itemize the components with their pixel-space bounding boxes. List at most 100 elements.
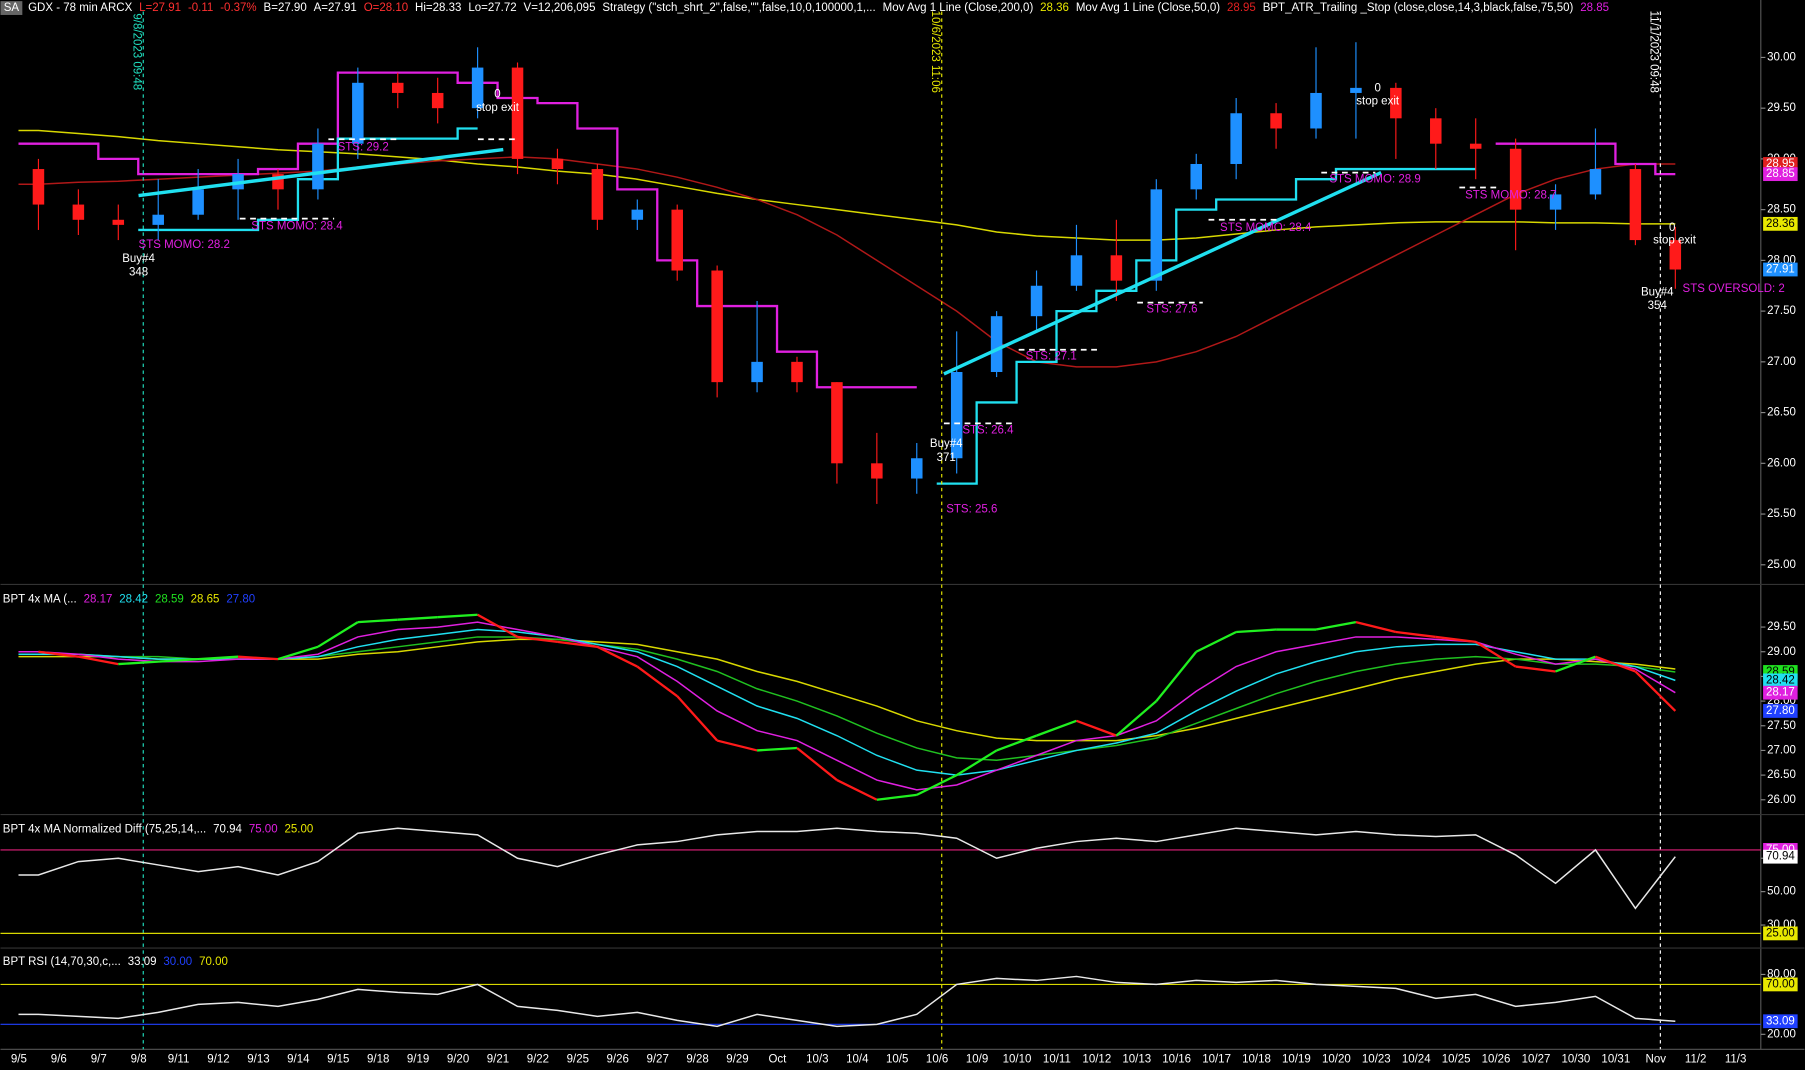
price-flag-label: 27.80 [1766, 705, 1795, 717]
x-tick-label: Nov [1646, 1054, 1667, 1066]
ma-segment [1236, 628, 1277, 634]
x-tick-label: 10/18 [1242, 1054, 1271, 1066]
annotation: Buy#4 [1641, 286, 1674, 298]
y-tick-label: 26.00 [1767, 794, 1796, 806]
annotation: 0 [1669, 222, 1675, 234]
price-flag-label: 27.91 [1766, 264, 1795, 276]
candle-body [312, 143, 324, 190]
ma-segment [716, 739, 758, 752]
header-text: 28.95 [1227, 2, 1256, 14]
header-text: A=27.91 [314, 2, 357, 14]
series-line [18, 975, 1676, 1028]
price-flag [1763, 926, 1798, 941]
y-tick-label: 28.50 [1767, 204, 1796, 216]
series-line [18, 827, 1676, 910]
ma-segment [397, 616, 438, 621]
ma-segment [1395, 630, 1436, 639]
candle-body [32, 169, 45, 205]
header-text: B=27.90 [264, 2, 307, 14]
x-tick-label: 10/12 [1082, 1054, 1111, 1066]
price-flag-label: 28.36 [1766, 218, 1795, 230]
price-flag [1763, 685, 1798, 700]
candle-body [1310, 92, 1322, 129]
header-text: Strategy ("stch_shrt_2",false,"",false,1… [602, 2, 875, 14]
header-text: BPT RSI (14,70,30,c,... [3, 956, 121, 968]
price-flag [1763, 216, 1798, 231]
ma-segment [78, 655, 119, 666]
candle-body [1390, 87, 1402, 119]
header-text: BPT_ATR_Trailing _Stop (close,close,14,3… [1263, 2, 1574, 14]
series-line [18, 129, 1676, 241]
candle-body [751, 361, 763, 383]
marker-label: 10/6/2023 11:06 [929, 11, 941, 93]
price-flag [1763, 849, 1798, 864]
annotation: STS: 29.2 [338, 141, 389, 153]
annotation: STS MOMO: 28.9 [1329, 174, 1420, 186]
ma-segment [1036, 719, 1077, 737]
annotation: stop exit [1653, 234, 1697, 246]
header-text: 28.85 [1580, 2, 1609, 14]
x-tick-label: 10/20 [1322, 1054, 1351, 1066]
header-text: 75.00 [249, 824, 278, 836]
ma-segment [876, 793, 917, 801]
candle-body [1549, 194, 1562, 210]
x-tick-label: 9/25 [567, 1054, 589, 1066]
x-tick-label: 10/3 [806, 1054, 828, 1066]
ma-segment [357, 618, 398, 624]
header-text: 28.36 [1040, 2, 1069, 14]
price-flag [1763, 1014, 1798, 1029]
ma-segment [1555, 655, 1596, 673]
x-tick-label: 10/11 [1043, 1054, 1071, 1066]
y-tick-label: 30.00 [1767, 51, 1796, 63]
annotation: 0 [1374, 83, 1380, 95]
header-text: 30.00 [163, 956, 192, 968]
x-tick-label: 11/2 [1685, 1054, 1707, 1066]
x-tick-label: 10/5 [886, 1054, 908, 1066]
header-text: L=27.91 [139, 2, 181, 14]
x-tick-label: 10/25 [1442, 1054, 1471, 1066]
x-tick-label: 10/9 [966, 1054, 988, 1066]
header-text: GDX - 78 min ARCX [28, 2, 132, 14]
annotation: 0 [494, 88, 500, 100]
annotation: STS: 26.4 [962, 424, 1014, 436]
annotation: 348 [129, 267, 148, 279]
candle-body [1150, 189, 1163, 281]
ma-segment [1515, 665, 1556, 673]
price-flag-label: 28.85 [1766, 168, 1795, 180]
annotation: Buy#4 [930, 438, 963, 450]
header-text: Lo=27.72 [468, 2, 516, 14]
price-flag-label: 28.17 [1766, 687, 1795, 699]
x-tick-label: 9/18 [367, 1054, 389, 1066]
candle-body [950, 371, 963, 459]
marker-label: 11/1/2023 09:48 [1647, 11, 1659, 93]
header-text: BPT 4x MA (... [3, 593, 77, 605]
candle-body [1350, 87, 1362, 93]
header-text: -0.37% [220, 2, 256, 14]
ma-segment [916, 774, 958, 796]
candle-body [272, 174, 284, 190]
header-text: 70.94 [213, 824, 242, 836]
header-text: -0.11 [188, 2, 213, 14]
ma-segment [237, 655, 279, 661]
x-tick-label: Oct [768, 1054, 787, 1066]
candle-body [1589, 169, 1602, 195]
ma-segment [1595, 655, 1636, 673]
candle-body [791, 361, 803, 383]
ma-segment [477, 613, 519, 638]
header-text: 28.59 [155, 593, 184, 605]
x-tick-label: 9/22 [527, 1054, 549, 1066]
price-flag-label: 33.09 [1766, 1015, 1795, 1027]
header-text: Mov Avg 1 Line (Close,50,0) [1076, 2, 1220, 14]
candle-body [551, 158, 564, 170]
y-tick-label: 29.00 [1767, 646, 1796, 658]
candle-body [352, 82, 364, 144]
x-tick-label: 9/13 [247, 1054, 269, 1066]
header-text: 28.42 [119, 593, 148, 605]
price-flag-label: 25.00 [1766, 927, 1795, 939]
y-tick-label: 27.00 [1767, 744, 1796, 756]
price-flag [1763, 167, 1798, 182]
x-tick-label: 10/26 [1482, 1054, 1511, 1066]
ma-segment [996, 734, 1037, 752]
series-line [138, 127, 1476, 485]
ma-segment [158, 657, 199, 663]
